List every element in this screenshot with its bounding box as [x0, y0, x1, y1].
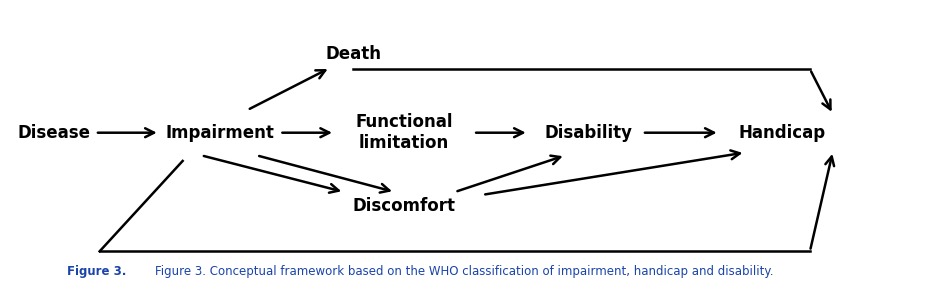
Text: Disability: Disability [544, 124, 632, 142]
Text: Figure 3.: Figure 3. [68, 265, 127, 278]
Text: Impairment: Impairment [165, 124, 273, 142]
Text: Disease: Disease [17, 124, 90, 142]
Text: Functional
limitation: Functional limitation [355, 113, 452, 152]
Text: Death: Death [325, 45, 381, 62]
Text: Discomfort: Discomfort [352, 197, 455, 215]
Text: Figure 3. Conceptual framework based on the WHO classification of impairment, ha: Figure 3. Conceptual framework based on … [155, 265, 772, 278]
Text: Handicap: Handicap [738, 124, 825, 142]
Text: Figure 3. Conceptual framework based on the WHO classification of impairment, ha: Figure 3. Conceptual framework based on … [155, 265, 772, 278]
Text: Figure 3. Conceptual framework based on the WHO classification of impairment, ha: Figure 3. Conceptual framework based on … [3, 265, 620, 278]
